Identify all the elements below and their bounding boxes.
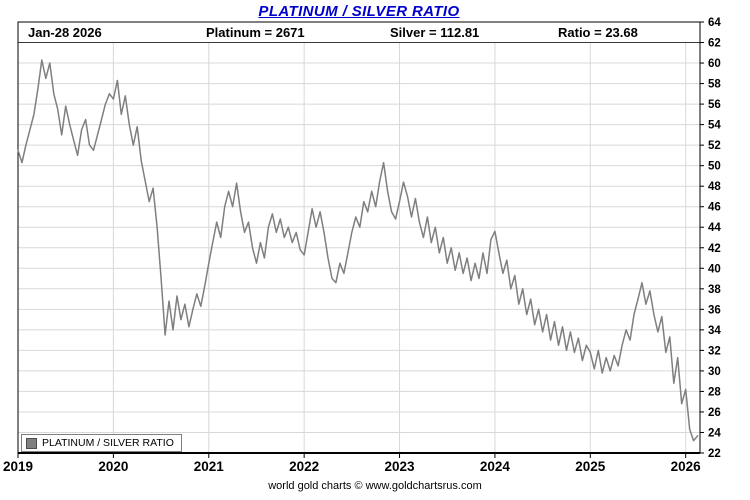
y-axis-label: 44 <box>708 222 721 234</box>
chart-title: PLATINUM / SILVER RATIO <box>258 3 460 20</box>
y-axis-label: 26 <box>708 407 721 419</box>
y-axis-label: 46 <box>708 202 721 214</box>
y-axis-label: 34 <box>708 325 721 337</box>
y-axis-label: 38 <box>708 284 721 296</box>
x-axis-label: 2024 <box>480 459 511 474</box>
y-axis-label: 36 <box>708 304 721 316</box>
plot-border <box>17 21 701 454</box>
ratio-series-line <box>17 59 699 442</box>
y-axis-label: 28 <box>708 386 721 398</box>
chart-header-band: Jan-28 2026 Platinum = 2671 Silver = 112… <box>18 25 700 42</box>
y-axis-label: 54 <box>708 120 721 132</box>
x-axis-label: 2021 <box>194 459 225 474</box>
footer-attribution: world gold charts © www.goldchartsrus.co… <box>268 480 482 492</box>
y-axis-label: 22 <box>708 448 721 460</box>
header-silver-value: Silver = 112.81 <box>390 25 480 40</box>
y-axis-label: 42 <box>708 243 721 255</box>
y-axis-label: 56 <box>708 99 721 111</box>
y-axis-label: 24 <box>708 427 721 439</box>
legend-label: PLATINUM / SILVER RATIO <box>42 437 174 449</box>
header-ratio-value: Ratio = 23.68 <box>558 25 638 40</box>
y-axis-label: 52 <box>708 140 721 152</box>
y-axis-label: 58 <box>708 79 721 91</box>
y-axis-label: 32 <box>708 345 721 357</box>
x-axis-label: 2019 <box>3 459 33 474</box>
y-axis-label: 50 <box>708 161 721 173</box>
y-axis-label: 62 <box>708 38 721 50</box>
legend-swatch-icon <box>26 437 37 449</box>
y-axis-label: 64 <box>708 17 721 29</box>
x-axis-label: 2025 <box>575 459 606 474</box>
x-axis-label: 2023 <box>385 459 416 474</box>
legend: PLATINUM / SILVER RATIO <box>21 434 182 452</box>
y-axis-label: 60 <box>708 58 721 70</box>
y-axis-label: 30 <box>708 366 721 378</box>
x-axis-label: 2026 <box>671 459 702 474</box>
header-platinum-value: Platinum = 2671 <box>206 25 305 40</box>
x-axis-label: 2020 <box>98 459 128 474</box>
header-date: Jan-28 2026 <box>28 25 102 40</box>
y-axis-label: 48 <box>708 181 721 193</box>
x-axis-label: 2022 <box>289 459 319 474</box>
y-axis-label: 40 <box>708 263 721 275</box>
